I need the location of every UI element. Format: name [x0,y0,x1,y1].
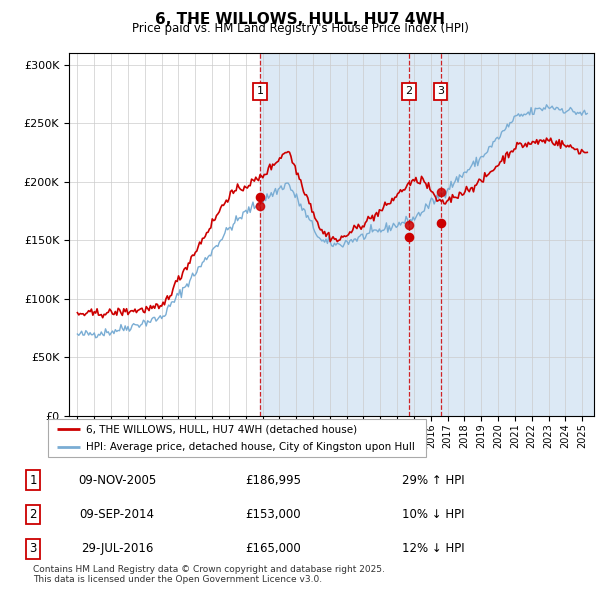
Text: £165,000: £165,000 [245,542,301,555]
Text: 12% ↓ HPI: 12% ↓ HPI [402,542,464,555]
Point [256,201,265,211]
Text: 09-NOV-2005: 09-NOV-2005 [78,474,156,487]
Text: 29-JUL-2016: 29-JUL-2016 [81,542,153,555]
Text: 29% ↑ HPI: 29% ↑ HPI [402,474,464,487]
Text: 3: 3 [29,542,37,555]
Point [404,221,413,230]
Point [436,218,445,228]
Text: Price paid vs. HM Land Registry's House Price Index (HPI): Price paid vs. HM Land Registry's House … [131,22,469,35]
Text: 1: 1 [257,86,263,96]
FancyBboxPatch shape [48,419,426,457]
Text: 09-SEP-2014: 09-SEP-2014 [79,508,155,521]
Text: Contains HM Land Registry data © Crown copyright and database right 2025.
This d: Contains HM Land Registry data © Crown c… [33,565,385,584]
Point [404,232,413,241]
Text: 2: 2 [29,508,37,521]
Text: £153,000: £153,000 [245,508,301,521]
Text: 6, THE WILLOWS, HULL, HU7 4WH: 6, THE WILLOWS, HULL, HU7 4WH [155,12,445,27]
Point [436,188,445,197]
Bar [260,53,594,416]
Text: HPI: Average price, detached house, City of Kingston upon Hull: HPI: Average price, detached house, City… [86,442,415,452]
Text: 6, THE WILLOWS, HULL, HU7 4WH (detached house): 6, THE WILLOWS, HULL, HU7 4WH (detached … [86,424,357,434]
Point [256,192,265,202]
Text: 1: 1 [29,474,37,487]
Text: 10% ↓ HPI: 10% ↓ HPI [402,508,464,521]
Text: 2: 2 [405,86,412,96]
Text: 3: 3 [437,86,444,96]
Text: £186,995: £186,995 [245,474,301,487]
